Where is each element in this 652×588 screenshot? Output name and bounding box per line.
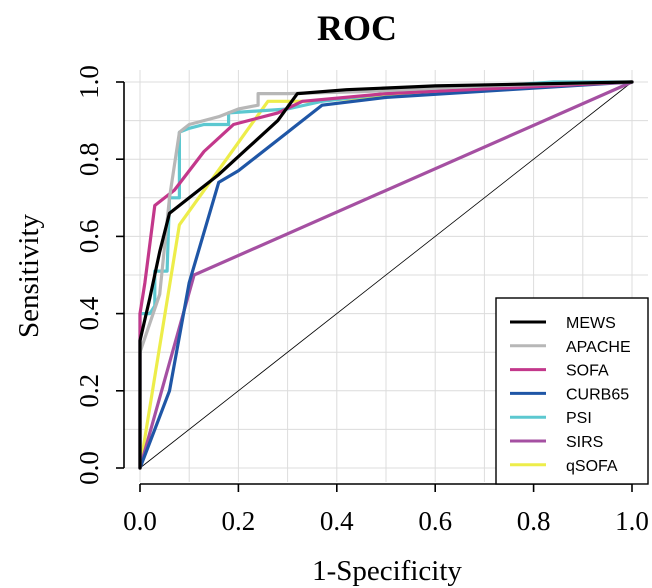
x-tick-label: 1.0 [615, 506, 649, 536]
roc-line-sirs [138, 80, 634, 470]
legend-box [495, 297, 649, 485]
axes: 0.0 0.2 0.4 0.6 0.8 1.0 0.0 0.2 0.4 0.6 0.8 1.0 [74, 65, 649, 536]
x-tick-label: 0.2 [222, 506, 256, 536]
legend-label: qSOFA [566, 458, 618, 475]
y-tick-label: 0.4 [74, 296, 104, 330]
chart-title: ROC [317, 8, 397, 48]
legend-label: CURB65 [566, 386, 629, 403]
roc-line-apache [138, 80, 634, 470]
x-tick-label: 0.6 [418, 506, 452, 536]
y-tick-label: 0.2 [74, 374, 104, 408]
legend-label: PSI [566, 410, 592, 427]
legend-label: APACHE [566, 339, 631, 356]
y-tick-label: 0.6 [74, 220, 104, 254]
legend-label: SOFA [566, 363, 609, 380]
roc-line-sofa [138, 80, 634, 470]
y-axis-label: Sensitivity [13, 213, 45, 338]
y-tick-label: 0.8 [74, 142, 104, 176]
x-tick-label: 0.4 [320, 506, 354, 536]
x-axis-label: 1-Specificity [312, 555, 462, 587]
legend-label: MEWS [566, 315, 616, 332]
roc-line-curb65 [138, 80, 634, 470]
x-tick-label: 0.8 [517, 506, 551, 536]
reference-diagonal [139, 81, 633, 469]
x-tick-label: 0.0 [123, 506, 157, 536]
y-tick-label: 1.0 [74, 65, 104, 99]
series-lines [138, 80, 634, 470]
roc-line-mews [138, 80, 634, 470]
legend-label: SIRS [566, 434, 603, 451]
legend: MEWS APACHE SOFA CURB65 PSI SIRS qSOFA [495, 297, 649, 485]
y-tick-label: 0.0 [74, 451, 104, 485]
